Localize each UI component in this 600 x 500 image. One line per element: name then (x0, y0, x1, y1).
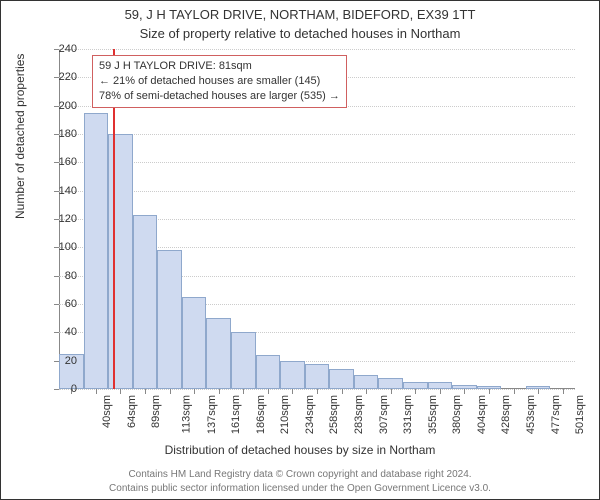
chart-container: 59, J H TAYLOR DRIVE, NORTHAM, BIDEFORD,… (0, 0, 600, 500)
x-tick-label: 477sqm (550, 395, 562, 434)
x-tick-label: 137sqm (206, 395, 218, 434)
x-tick (391, 389, 392, 394)
x-tick-label: 161sqm (230, 395, 242, 434)
histogram-bar (354, 375, 379, 389)
x-tick-label: 331sqm (402, 395, 414, 434)
histogram-bar (182, 297, 207, 389)
x-tick-label: 453sqm (525, 395, 537, 434)
y-tick-label: 200 (47, 100, 77, 112)
y-tick-label: 40 (47, 326, 77, 338)
x-tick-label: 234sqm (304, 395, 316, 434)
grid-line (59, 49, 575, 50)
histogram-bar (305, 364, 330, 390)
x-tick-label: 283sqm (353, 395, 365, 434)
histogram-bar (256, 355, 281, 389)
y-tick-label: 80 (47, 270, 77, 282)
y-tick-label: 20 (47, 355, 77, 367)
y-tick-label: 120 (47, 213, 77, 225)
x-tick (170, 389, 171, 394)
x-tick (489, 389, 490, 394)
x-tick (366, 389, 367, 394)
y-tick-label: 160 (47, 156, 77, 168)
chart-title-sub: Size of property relative to detached ho… (1, 26, 599, 41)
grid-line (59, 134, 575, 135)
x-tick-label: 428sqm (501, 395, 513, 434)
histogram-bar (403, 382, 428, 389)
histogram-bar (133, 215, 158, 389)
annotation-box: 59 J H TAYLOR DRIVE: 81sqm← 21% of detac… (92, 55, 347, 108)
histogram-bar (206, 318, 231, 389)
x-tick-label: 307sqm (378, 395, 390, 434)
footer-line-1: Contains HM Land Registry data © Crown c… (1, 469, 599, 480)
histogram-bar (428, 382, 453, 389)
x-tick-label: 404sqm (476, 395, 488, 434)
y-tick-label: 220 (47, 71, 77, 83)
x-tick (538, 389, 539, 394)
y-tick-label: 0 (47, 383, 77, 395)
x-tick-label: 380sqm (451, 395, 463, 434)
x-tick (563, 389, 564, 394)
y-tick-label: 140 (47, 185, 77, 197)
x-tick-label: 40sqm (101, 395, 113, 428)
x-axis-label: Distribution of detached houses by size … (1, 443, 599, 457)
x-tick-label: 210sqm (279, 395, 291, 434)
histogram-bar (329, 369, 354, 389)
x-tick-label: 355sqm (427, 395, 439, 434)
grid-line (59, 191, 575, 192)
grid-line (59, 162, 575, 163)
x-tick-label: 186sqm (255, 395, 267, 434)
x-tick (415, 389, 416, 394)
histogram-bar (378, 378, 403, 389)
x-tick (194, 389, 195, 394)
y-tick-label: 180 (47, 128, 77, 140)
x-tick (440, 389, 441, 394)
histogram-bar (84, 113, 109, 389)
y-tick-label: 100 (47, 241, 77, 253)
footer-line-2: Contains public sector information licen… (1, 483, 599, 494)
x-tick-label: 113sqm (180, 395, 192, 433)
x-tick (514, 389, 515, 394)
x-tick (145, 389, 146, 394)
annotation-line-3: 78% of semi-detached houses are larger (… (99, 89, 340, 104)
x-tick (292, 389, 293, 394)
x-tick (120, 389, 121, 394)
histogram-bar (157, 250, 182, 389)
x-tick (243, 389, 244, 394)
x-tick (317, 389, 318, 394)
x-tick (96, 389, 97, 394)
histogram-bar (280, 361, 305, 389)
x-tick-label: 64sqm (126, 395, 138, 428)
y-axis-label: Number of detached properties (13, 54, 27, 219)
annotation-line-1: 59 J H TAYLOR DRIVE: 81sqm (99, 59, 340, 74)
x-tick (342, 389, 343, 394)
x-tick (268, 389, 269, 394)
x-tick-label: 258sqm (329, 395, 341, 434)
y-tick-label: 240 (47, 43, 77, 55)
x-tick-label: 89sqm (150, 395, 162, 428)
x-tick (464, 389, 465, 394)
y-tick-label: 60 (47, 298, 77, 310)
chart-title-main: 59, J H TAYLOR DRIVE, NORTHAM, BIDEFORD,… (1, 7, 599, 22)
x-tick (219, 389, 220, 394)
plot-area: 59 J H TAYLOR DRIVE: 81sqm← 21% of detac… (59, 49, 575, 389)
x-tick-label: 501sqm (574, 395, 586, 434)
annotation-line-2: ← 21% of detached houses are smaller (14… (99, 74, 340, 89)
histogram-bar (231, 332, 256, 389)
